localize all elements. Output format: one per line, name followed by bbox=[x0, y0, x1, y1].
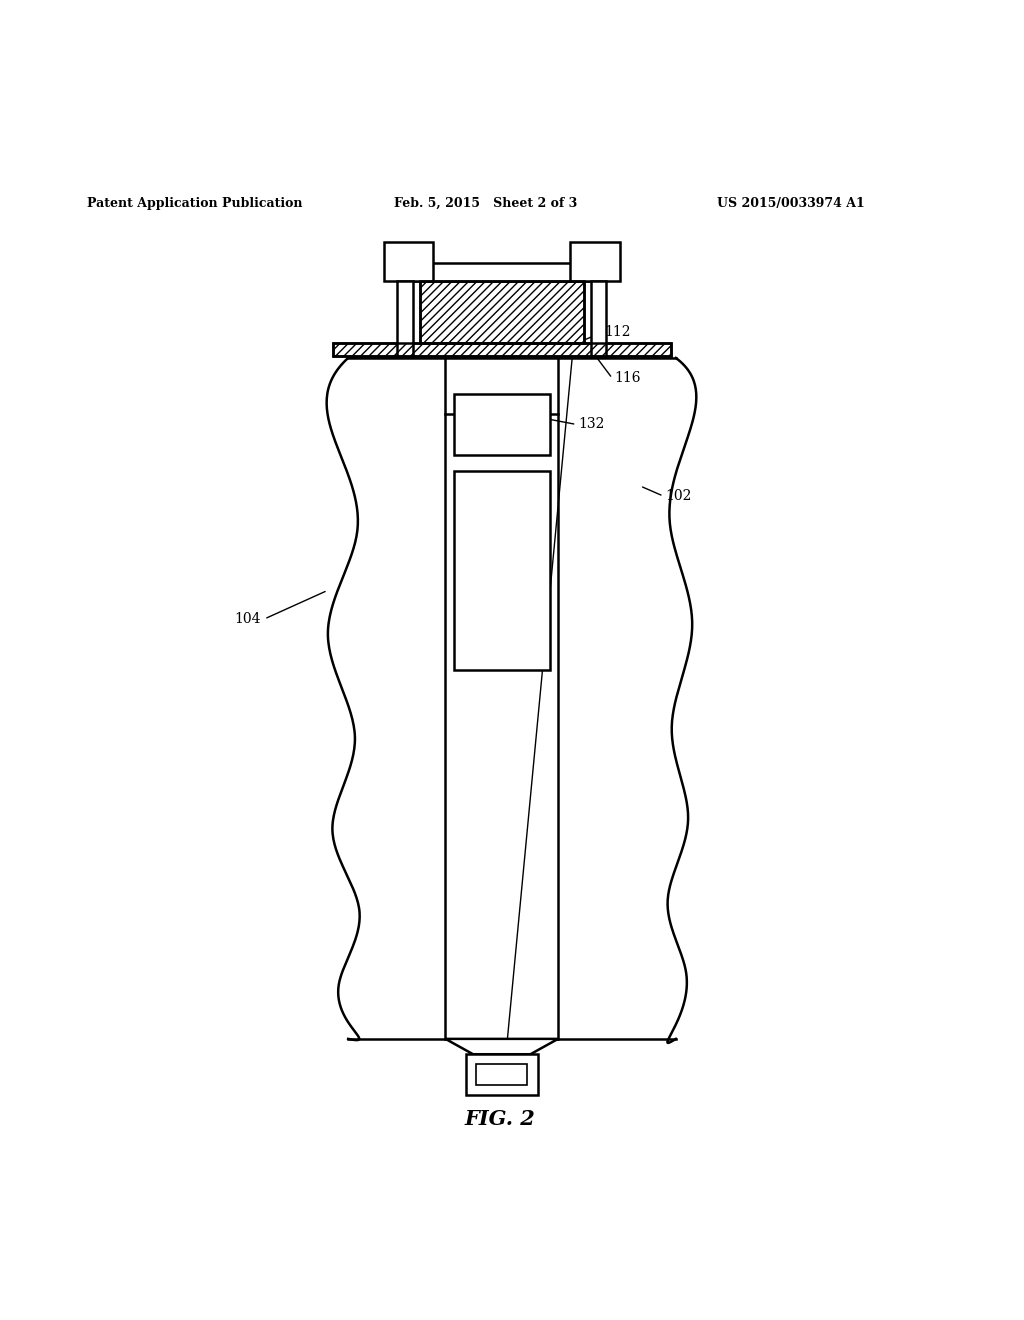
Text: 132: 132 bbox=[579, 417, 605, 432]
Text: FIG. 2: FIG. 2 bbox=[464, 1109, 536, 1129]
Bar bbox=[454, 470, 550, 671]
Text: Patent Application Publication: Patent Application Publication bbox=[87, 197, 302, 210]
Bar bbox=[333, 343, 671, 356]
Text: 110: 110 bbox=[478, 566, 505, 579]
Text: 116: 116 bbox=[614, 371, 641, 385]
Bar bbox=[570, 242, 620, 281]
Bar bbox=[420, 281, 584, 343]
Bar bbox=[420, 281, 584, 343]
Text: Feb. 5, 2015   Sheet 2 of 3: Feb. 5, 2015 Sheet 2 of 3 bbox=[394, 197, 578, 210]
Bar bbox=[333, 343, 671, 356]
Bar bbox=[397, 281, 413, 356]
Bar bbox=[397, 263, 606, 281]
Bar bbox=[466, 1055, 538, 1096]
Bar bbox=[476, 1064, 527, 1085]
Bar bbox=[591, 281, 606, 356]
Text: 102: 102 bbox=[666, 490, 692, 503]
Bar bbox=[384, 242, 433, 281]
Bar bbox=[454, 393, 550, 455]
Text: US 2015/0033974 A1: US 2015/0033974 A1 bbox=[717, 197, 864, 210]
Polygon shape bbox=[445, 1039, 558, 1055]
Text: 104: 104 bbox=[234, 612, 261, 626]
Text: 112: 112 bbox=[604, 325, 631, 339]
Text: 134: 134 bbox=[478, 420, 505, 433]
